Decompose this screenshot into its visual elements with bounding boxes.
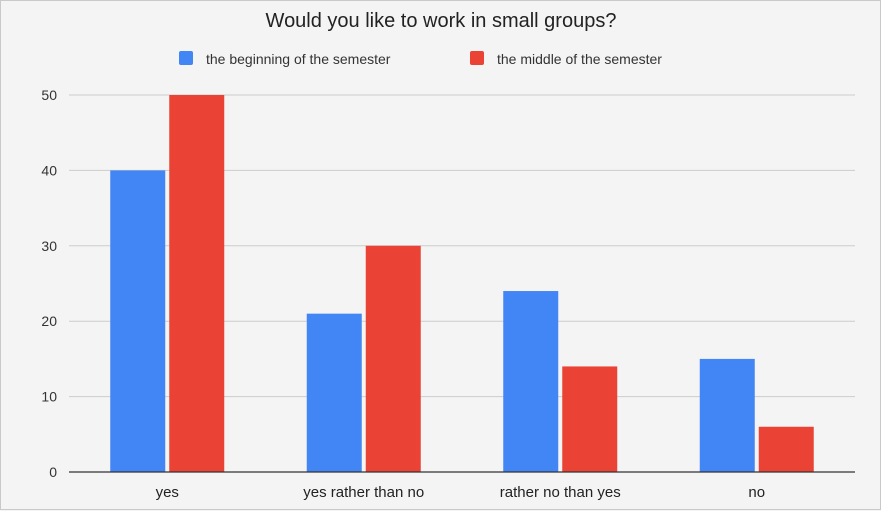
x-category-label: no xyxy=(748,484,765,501)
x-axis-labels: yes yes rather than no rather no than yes n… xyxy=(156,484,766,501)
y-tick-label: 30 xyxy=(41,238,57,254)
chart-title: Would you like to work in small groups? xyxy=(266,10,617,32)
bar-middle-1 xyxy=(365,245,421,472)
bar-beginning-0 xyxy=(110,170,166,472)
y-tick-label: 50 xyxy=(41,87,57,103)
bar-beginning-3 xyxy=(699,358,755,472)
bar-middle-0 xyxy=(169,95,225,472)
legend-label-1: the middle of the semester xyxy=(497,51,662,67)
y-tick-label: 0 xyxy=(49,464,57,480)
y-tick-label: 10 xyxy=(41,389,57,405)
y-tick-label: 20 xyxy=(41,313,57,329)
bar-beginning-2 xyxy=(503,291,559,472)
x-category-label: yes xyxy=(156,484,179,501)
x-category-label: rather no than yes xyxy=(500,484,621,501)
legend-swatch-0 xyxy=(179,51,193,65)
y-tick-label: 40 xyxy=(41,162,57,178)
legend: the beginning of the semester the middle … xyxy=(179,51,662,67)
bars xyxy=(110,95,814,472)
x-category-label: yes rather than no xyxy=(303,484,424,501)
y-axis-ticks: 0 10 20 30 40 50 xyxy=(41,87,57,480)
bar-beginning-1 xyxy=(306,313,362,472)
legend-swatch-1 xyxy=(470,51,484,65)
bar-middle-3 xyxy=(758,426,814,472)
legend-label-0: the beginning of the semester xyxy=(206,51,391,67)
bar-middle-2 xyxy=(562,366,618,472)
